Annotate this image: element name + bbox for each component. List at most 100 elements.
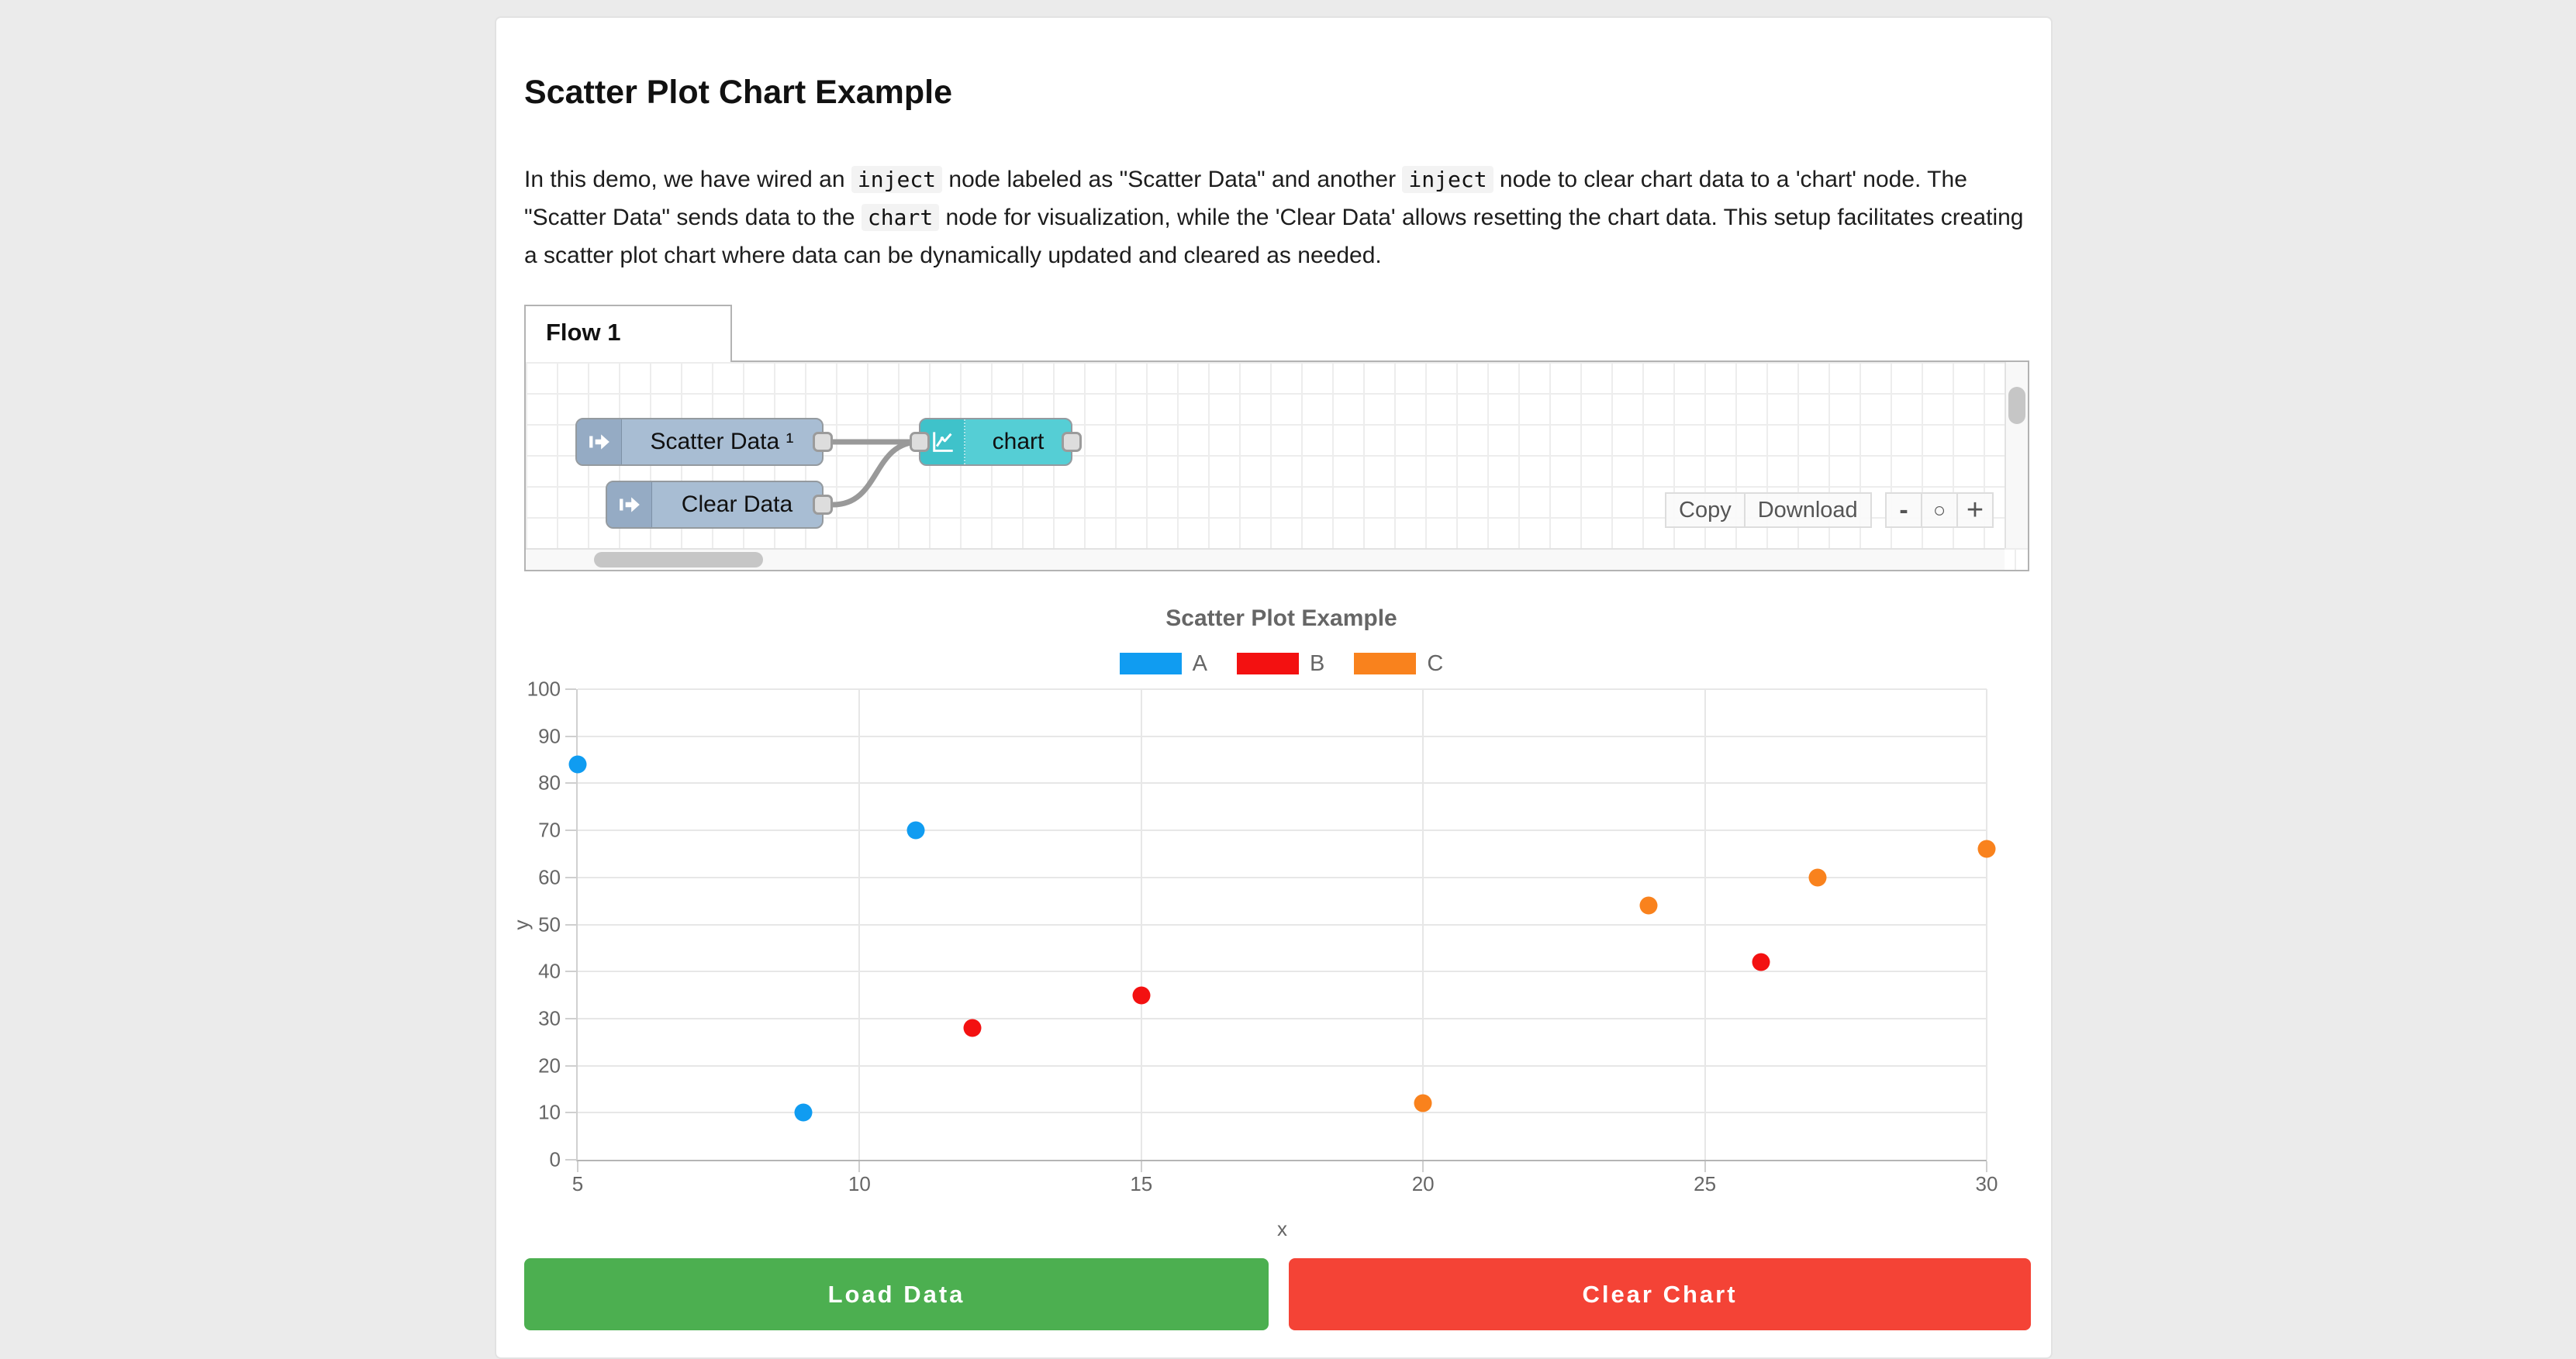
chart-title: Scatter Plot Example bbox=[1165, 605, 1397, 631]
page-title: Scatter Plot Chart Example bbox=[524, 74, 953, 111]
y-axis-tick bbox=[565, 971, 576, 973]
vertical-scrollbar-thumb[interactable] bbox=[2008, 387, 2025, 424]
grid-line-x bbox=[1986, 689, 1987, 1160]
y-axis-tick bbox=[565, 782, 576, 785]
grid-line-x bbox=[1704, 689, 1706, 1160]
y-axis-tick bbox=[565, 1017, 576, 1019]
legend-item-c[interactable]: C bbox=[1354, 651, 1443, 677]
node-label: Scatter Data ¹ bbox=[650, 429, 794, 454]
y-tick-label: 0 bbox=[549, 1147, 561, 1171]
data-point-c bbox=[1414, 1094, 1432, 1112]
legend-swatch bbox=[1237, 653, 1300, 674]
x-tick-label: 20 bbox=[1411, 1172, 1435, 1195]
inline-code: chart bbox=[861, 204, 940, 231]
load-data-button[interactable]: Load Data bbox=[524, 1258, 1269, 1330]
x-tick-label: 5 bbox=[571, 1172, 584, 1195]
x-axis-tick bbox=[1986, 1161, 1987, 1172]
node-label: chart bbox=[992, 429, 1045, 454]
grid-line-y bbox=[578, 923, 1987, 926]
y-tick-label: 90 bbox=[538, 724, 561, 748]
inline-code: inject bbox=[851, 166, 943, 193]
x-axis-tick bbox=[1140, 1161, 1142, 1172]
flow-canvas[interactable]: Scatter Data ¹ Clear Data chart bbox=[524, 360, 2029, 571]
wires bbox=[827, 439, 926, 508]
x-tick-label: 15 bbox=[1130, 1172, 1153, 1195]
grid-line-y bbox=[578, 876, 1987, 878]
x-axis-tick bbox=[1704, 1161, 1706, 1172]
plot-area: x y 0 10 20 30 40 50 60 70 80 90 100 5 10 15 20 25 30 bbox=[509, 678, 1998, 1241]
y-tick-label: 70 bbox=[538, 818, 561, 842]
grid-line-y bbox=[578, 971, 1987, 973]
grid-line-x bbox=[1140, 689, 1142, 1160]
data-point-a bbox=[568, 755, 587, 774]
horizontal-scrollbar-thumb[interactable] bbox=[594, 552, 763, 567]
grid-line-y bbox=[578, 830, 1987, 832]
y-axis-tick bbox=[565, 735, 576, 737]
y-tick-label: 20 bbox=[538, 1054, 561, 1078]
node-scatter-data[interactable]: Scatter Data ¹ bbox=[575, 418, 833, 466]
grid-line-y bbox=[578, 1112, 1987, 1114]
y-tick-label: 40 bbox=[538, 959, 561, 983]
node-clear-data[interactable]: Clear Data bbox=[606, 481, 833, 529]
y-tick-label: 80 bbox=[538, 771, 561, 795]
grid-line-y bbox=[578, 1064, 1987, 1067]
chart-legend: A B C bbox=[576, 650, 1987, 677]
data-point-b bbox=[963, 1019, 982, 1037]
grid-line-x bbox=[1422, 689, 1424, 1160]
input-port[interactable] bbox=[910, 432, 930, 452]
y-tick-label: 60 bbox=[538, 865, 561, 889]
flow-tab[interactable]: Flow 1 bbox=[524, 305, 732, 362]
y-axis-tick bbox=[565, 876, 576, 878]
x-tick-label: 10 bbox=[848, 1172, 871, 1195]
legend-label: B bbox=[1310, 650, 1325, 676]
data-point-b bbox=[1132, 986, 1151, 1005]
zoom-in-button[interactable]: + bbox=[1956, 492, 1994, 528]
data-point-c bbox=[1977, 840, 1996, 858]
flow-tab-label: Flow 1 bbox=[546, 319, 621, 346]
clear-chart-button[interactable]: Clear Chart bbox=[1289, 1258, 2031, 1330]
node-chart[interactable]: chart bbox=[910, 418, 1082, 466]
y-axis-tick bbox=[565, 1064, 576, 1067]
zoom-reset-button[interactable]: ○ bbox=[1921, 492, 1958, 528]
legend-item-b[interactable]: B bbox=[1237, 651, 1324, 677]
x-axis-tick bbox=[577, 1161, 578, 1172]
legend-item-a[interactable]: A bbox=[1119, 650, 1208, 677]
zoom-controls: - ○ + bbox=[1885, 492, 1994, 528]
data-point-c bbox=[1808, 868, 1827, 887]
copy-button[interactable]: Copy bbox=[1665, 492, 1746, 528]
y-axis-tick bbox=[565, 688, 576, 690]
zoom-out-button[interactable]: - bbox=[1885, 492, 1922, 528]
x-tick-label: 30 bbox=[1975, 1172, 1998, 1195]
x-axis-tick bbox=[858, 1161, 861, 1172]
legend-label: A bbox=[1192, 650, 1208, 676]
output-port[interactable] bbox=[1062, 432, 1082, 452]
legend-swatch bbox=[1119, 653, 1182, 674]
data-point-a bbox=[906, 821, 925, 840]
download-button[interactable]: Download bbox=[1743, 492, 1872, 528]
legend-swatch bbox=[1354, 653, 1417, 674]
grid-line-y bbox=[578, 688, 1987, 690]
x-tick-label: 25 bbox=[1694, 1172, 1717, 1195]
intro-paragraph: In this demo, we have wired an inject no… bbox=[524, 166, 2024, 268]
inject-icon bbox=[577, 419, 622, 464]
output-port[interactable] bbox=[813, 495, 833, 515]
grid-line-y bbox=[578, 735, 1987, 737]
y-tick-label: 100 bbox=[527, 677, 561, 701]
legend-label: C bbox=[1427, 650, 1444, 676]
x-axis-tick bbox=[1422, 1161, 1424, 1172]
content-card: Scatter Plot Chart Example In this demo,… bbox=[495, 16, 2053, 1359]
grid-line-y bbox=[578, 782, 1987, 785]
grid-line-y bbox=[578, 1017, 1987, 1019]
y-axis-tick bbox=[565, 1112, 576, 1114]
y-tick-label: 10 bbox=[538, 1100, 561, 1124]
y-axis-tick bbox=[565, 1159, 576, 1161]
vertical-scrollbar[interactable] bbox=[2005, 362, 2028, 548]
data-point-b bbox=[1752, 953, 1770, 971]
grid-line-x bbox=[858, 689, 861, 1160]
y-tick-label: 50 bbox=[538, 912, 561, 936]
x-axis-title: x bbox=[1277, 1217, 1287, 1240]
horizontal-scrollbar[interactable] bbox=[526, 548, 2005, 570]
flow-toolbar: Copy Download bbox=[1665, 492, 1872, 528]
output-port[interactable] bbox=[813, 432, 833, 452]
